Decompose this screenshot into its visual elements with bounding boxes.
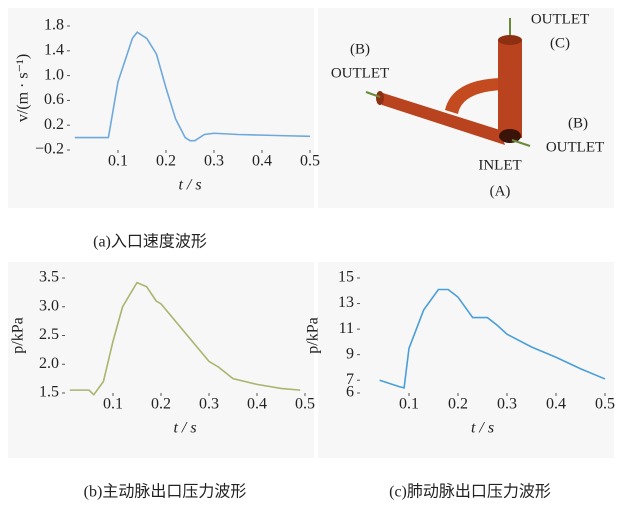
y-tick-label: 2.0 [39, 355, 59, 372]
y-tick-label: 11 [339, 320, 354, 337]
x-tick-label: 0.3 [204, 153, 224, 170]
x-tick-label: 0.2 [151, 396, 171, 413]
y-tick-label: 15 [338, 269, 354, 286]
y-tick-label: 1.0 [44, 66, 64, 83]
label: (A) [490, 183, 511, 199]
x-tick-label: 0.2 [448, 396, 468, 413]
y-tick-label: 3.0 [39, 297, 59, 314]
caption: (c)肺动脉出口压力波形 [389, 483, 551, 501]
label: OUTLET [546, 139, 604, 155]
x-tick-label: 0.4 [247, 396, 267, 413]
x-axis-label: t / s [173, 420, 196, 437]
label: INLET [478, 157, 521, 173]
pipe-end [376, 91, 384, 105]
y-axis-label: v/(m · s⁻¹) [15, 54, 32, 122]
pipe [498, 40, 522, 138]
y-axis-label: p/kPa [10, 317, 27, 353]
caption: (b)主动脉出口压力波形 [84, 483, 247, 501]
y-tick-label: 7 [346, 371, 354, 388]
pipe-diagram: (B) OUTLET OUTLET (C) (B) OUTLET INLET (… [318, 8, 614, 208]
x-tick-label: 0.1 [108, 153, 128, 170]
label: (B) [568, 115, 588, 131]
y-tick-label: 0.6 [44, 91, 64, 108]
x-tick-label: 0.4 [252, 153, 272, 170]
y-tick-label: 1.8 [44, 17, 64, 34]
y-tick-label: 3.5 [39, 269, 59, 286]
label: OUTLET [531, 11, 589, 27]
y-tick-label: 9 [346, 345, 354, 362]
y-tick-label: 1.4 [44, 41, 64, 58]
x-tick-label: 0.3 [497, 396, 517, 413]
caption: (a)入口速度波形 [93, 233, 207, 251]
y-tick-label: 0.2 [44, 116, 64, 133]
x-tick-label: 0.4 [546, 396, 566, 413]
y-tick-label: 2.5 [39, 326, 59, 343]
x-tick-label: 0.5 [300, 153, 320, 170]
figure: (B) OUTLET OUTLET (C) (B) OUTLET INLET (… [0, 0, 620, 510]
y-tick-label: 1.5 [39, 384, 59, 401]
x-tick-label: 0.5 [595, 396, 615, 413]
x-tick-label: 0.3 [199, 396, 219, 413]
y-axis-label: p/kPa [305, 317, 322, 353]
pipe-end [498, 35, 522, 45]
x-tick-label: 0.2 [156, 153, 176, 170]
x-tick-label: 0.1 [103, 396, 123, 413]
label: (B) [350, 41, 370, 57]
x-tick-label: 0.5 [295, 396, 315, 413]
label: OUTLET [331, 65, 389, 81]
x-axis-label: t / s [471, 420, 494, 437]
label: (C) [550, 35, 570, 51]
y-tick-label: 13 [338, 294, 354, 311]
x-tick-label: 0.1 [399, 396, 419, 413]
y-tick-label: −0.2 [35, 141, 64, 158]
x-axis-label: t / s [178, 177, 201, 194]
panel [318, 262, 614, 458]
